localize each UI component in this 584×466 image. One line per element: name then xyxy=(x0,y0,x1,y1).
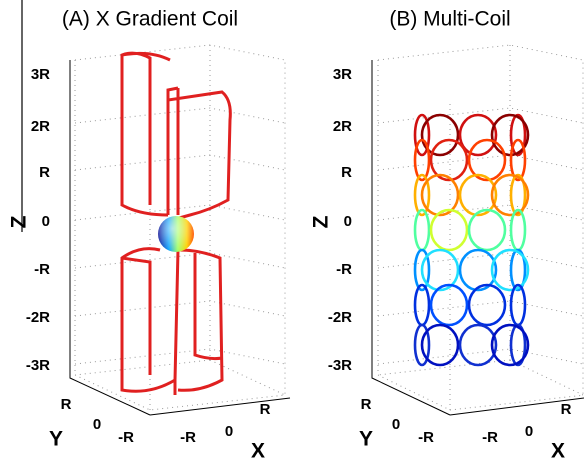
coil-ring xyxy=(469,285,505,325)
x-tick-label: R xyxy=(561,401,572,418)
z-tick-label: -R xyxy=(34,261,50,278)
y-axis-label: Y xyxy=(49,428,63,451)
y-tick-label: 0 xyxy=(392,416,400,433)
y-tick-label: R xyxy=(361,396,372,413)
z-axis-label: Z xyxy=(8,215,31,228)
z-tick-label: 0 xyxy=(42,213,50,230)
x-tick-label: R xyxy=(260,401,271,418)
z-tick-label: 2R xyxy=(31,118,50,135)
coil-ring xyxy=(422,325,458,365)
coil-ring xyxy=(422,175,458,215)
z-tick-label: -3R xyxy=(26,357,50,374)
coil-ring xyxy=(431,285,467,325)
z-tick-label: -R xyxy=(336,261,352,278)
z-tick-label: -2R xyxy=(328,309,352,326)
z-tick-label: R xyxy=(39,164,50,181)
x-axis-label: X xyxy=(551,440,565,463)
x-tick-label: -R xyxy=(180,429,196,446)
panel-title: (B) Multi-Coil xyxy=(389,8,510,31)
coil-ring xyxy=(422,250,458,290)
z-tick-label: 2R xyxy=(333,118,352,135)
x-axis-label: X xyxy=(251,440,265,463)
box-a xyxy=(70,45,290,415)
y-tick-label: -R xyxy=(418,429,434,446)
panel-title: (A) X Gradient Coil xyxy=(62,8,238,31)
coil-ring xyxy=(431,140,467,180)
figure: (A) X Gradient Coil 3R 2R R 0 -R -2R -3R Z R 0 -R Y -… xyxy=(0,0,584,466)
z-tick-label: -2R xyxy=(26,309,50,326)
coil-ring xyxy=(469,210,505,250)
x-tick-label: 0 xyxy=(225,423,233,440)
box-b xyxy=(372,45,584,415)
coil-ring xyxy=(431,210,467,250)
y-tick-label: R xyxy=(61,396,72,413)
z-tick-label: 3R xyxy=(333,66,352,83)
z-axis-label: Z xyxy=(310,215,333,228)
z-tick-label: -3R xyxy=(328,357,352,374)
coil-ring xyxy=(460,250,496,290)
z-tick-label: 3R xyxy=(31,66,50,83)
y-tick-label: -R xyxy=(118,429,134,446)
z-tick-label: R xyxy=(341,164,352,181)
x-tick-label: -R xyxy=(482,429,498,446)
y-tick-label: 0 xyxy=(93,416,101,433)
z-tick-label: 0 xyxy=(344,213,352,230)
coil-ring xyxy=(460,325,496,365)
x-tick-label: 0 xyxy=(525,423,533,440)
y-axis-label: Y xyxy=(359,428,373,451)
coil-ring xyxy=(469,140,505,180)
